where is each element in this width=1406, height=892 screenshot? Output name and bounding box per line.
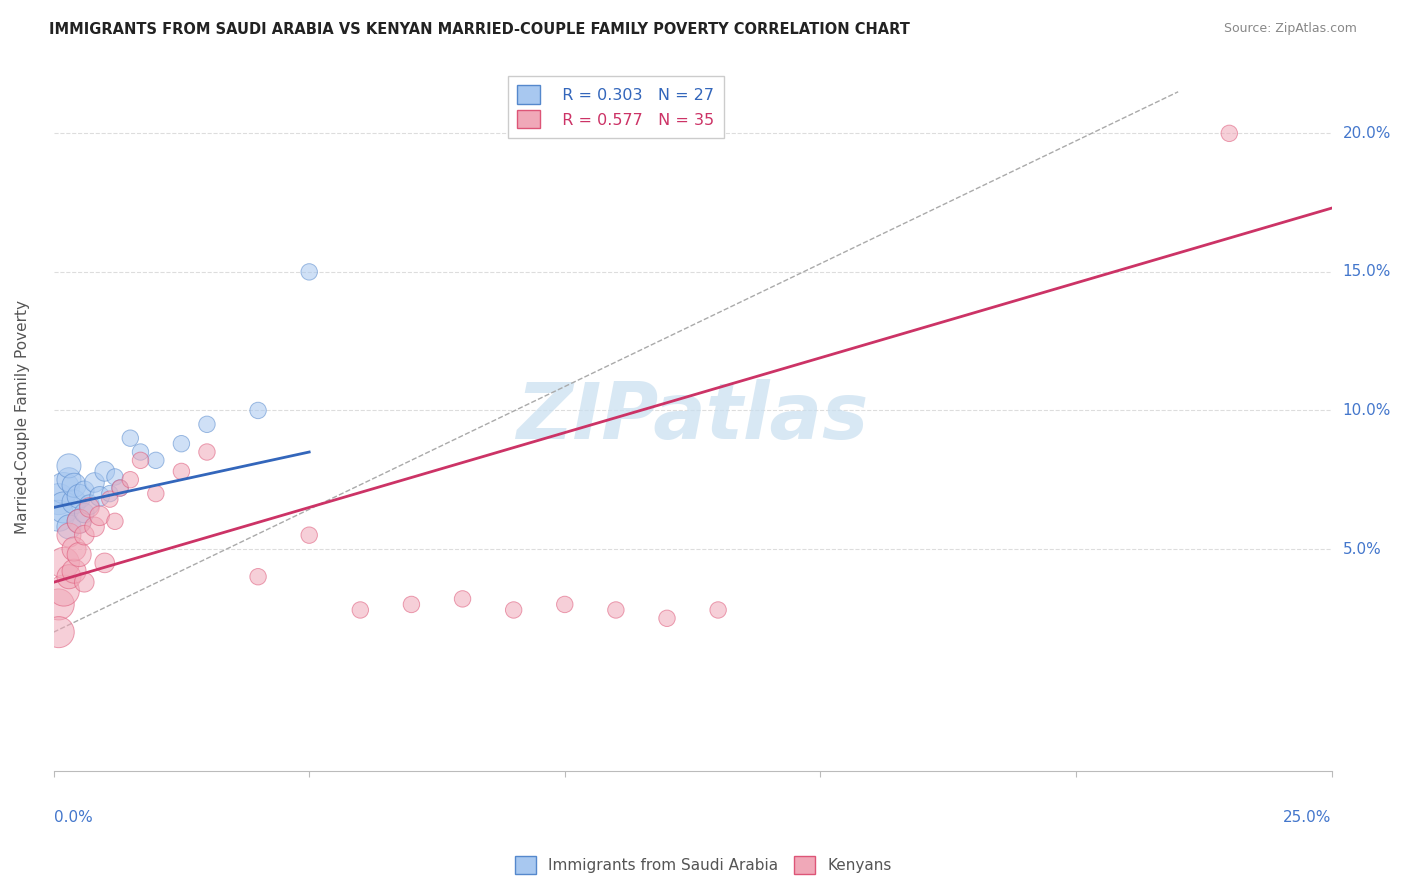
Legend:   R = 0.303   N = 27,   R = 0.577   N = 35: R = 0.303 N = 27, R = 0.577 N = 35 <box>508 76 724 138</box>
Text: Source: ZipAtlas.com: Source: ZipAtlas.com <box>1223 22 1357 36</box>
Point <box>83 475 105 490</box>
Point <box>63 495 86 509</box>
Point <box>349 603 371 617</box>
Point <box>73 483 96 498</box>
Point <box>655 611 678 625</box>
Point <box>247 403 270 417</box>
Text: 20.0%: 20.0% <box>1343 126 1391 141</box>
Point <box>145 453 167 467</box>
Point <box>58 528 80 542</box>
Point <box>195 417 218 432</box>
Point <box>502 603 524 617</box>
Point <box>298 265 321 279</box>
Point <box>58 570 80 584</box>
Point <box>73 575 96 590</box>
Text: 5.0%: 5.0% <box>1343 541 1381 557</box>
Y-axis label: Married-Couple Family Poverty: Married-Couple Family Poverty <box>15 301 30 534</box>
Point <box>401 598 423 612</box>
Point <box>104 470 127 484</box>
Point <box>108 481 131 495</box>
Point <box>48 625 70 640</box>
Point <box>170 436 193 450</box>
Legend: Immigrants from Saudi Arabia, Kenyans: Immigrants from Saudi Arabia, Kenyans <box>509 850 897 880</box>
Point <box>129 445 152 459</box>
Point <box>48 598 70 612</box>
Point <box>52 556 75 570</box>
Point <box>108 481 131 495</box>
Point <box>48 492 70 507</box>
Point <box>67 514 90 528</box>
Point <box>451 591 474 606</box>
Point <box>79 498 101 512</box>
Point <box>89 489 111 503</box>
Point <box>67 514 90 528</box>
Point <box>48 508 70 523</box>
Text: 25.0%: 25.0% <box>1284 810 1331 824</box>
Text: ZIPatlas: ZIPatlas <box>516 379 869 456</box>
Point <box>298 528 321 542</box>
Point <box>73 506 96 520</box>
Point <box>63 478 86 492</box>
Point <box>89 508 111 523</box>
Point <box>52 481 75 495</box>
Point <box>170 464 193 478</box>
Point <box>63 564 86 578</box>
Point <box>605 603 627 617</box>
Point <box>52 500 75 515</box>
Text: IMMIGRANTS FROM SAUDI ARABIA VS KENYAN MARRIED-COUPLE FAMILY POVERTY CORRELATION: IMMIGRANTS FROM SAUDI ARABIA VS KENYAN M… <box>49 22 910 37</box>
Point <box>145 486 167 500</box>
Point <box>58 458 80 473</box>
Point <box>67 548 90 562</box>
Point <box>58 473 80 487</box>
Point <box>120 431 142 445</box>
Point <box>58 520 80 534</box>
Point <box>247 570 270 584</box>
Point <box>73 528 96 542</box>
Point <box>93 556 115 570</box>
Point <box>63 541 86 556</box>
Point <box>98 486 121 500</box>
Point <box>67 489 90 503</box>
Point <box>129 453 152 467</box>
Text: 15.0%: 15.0% <box>1343 264 1391 279</box>
Point <box>104 514 127 528</box>
Point <box>120 473 142 487</box>
Point <box>98 492 121 507</box>
Point <box>195 445 218 459</box>
Point <box>79 500 101 515</box>
Point <box>1218 126 1240 140</box>
Text: 0.0%: 0.0% <box>53 810 93 824</box>
Point <box>83 520 105 534</box>
Text: 10.0%: 10.0% <box>1343 403 1391 418</box>
Point <box>93 464 115 478</box>
Point <box>52 583 75 598</box>
Point <box>554 598 576 612</box>
Point <box>707 603 730 617</box>
